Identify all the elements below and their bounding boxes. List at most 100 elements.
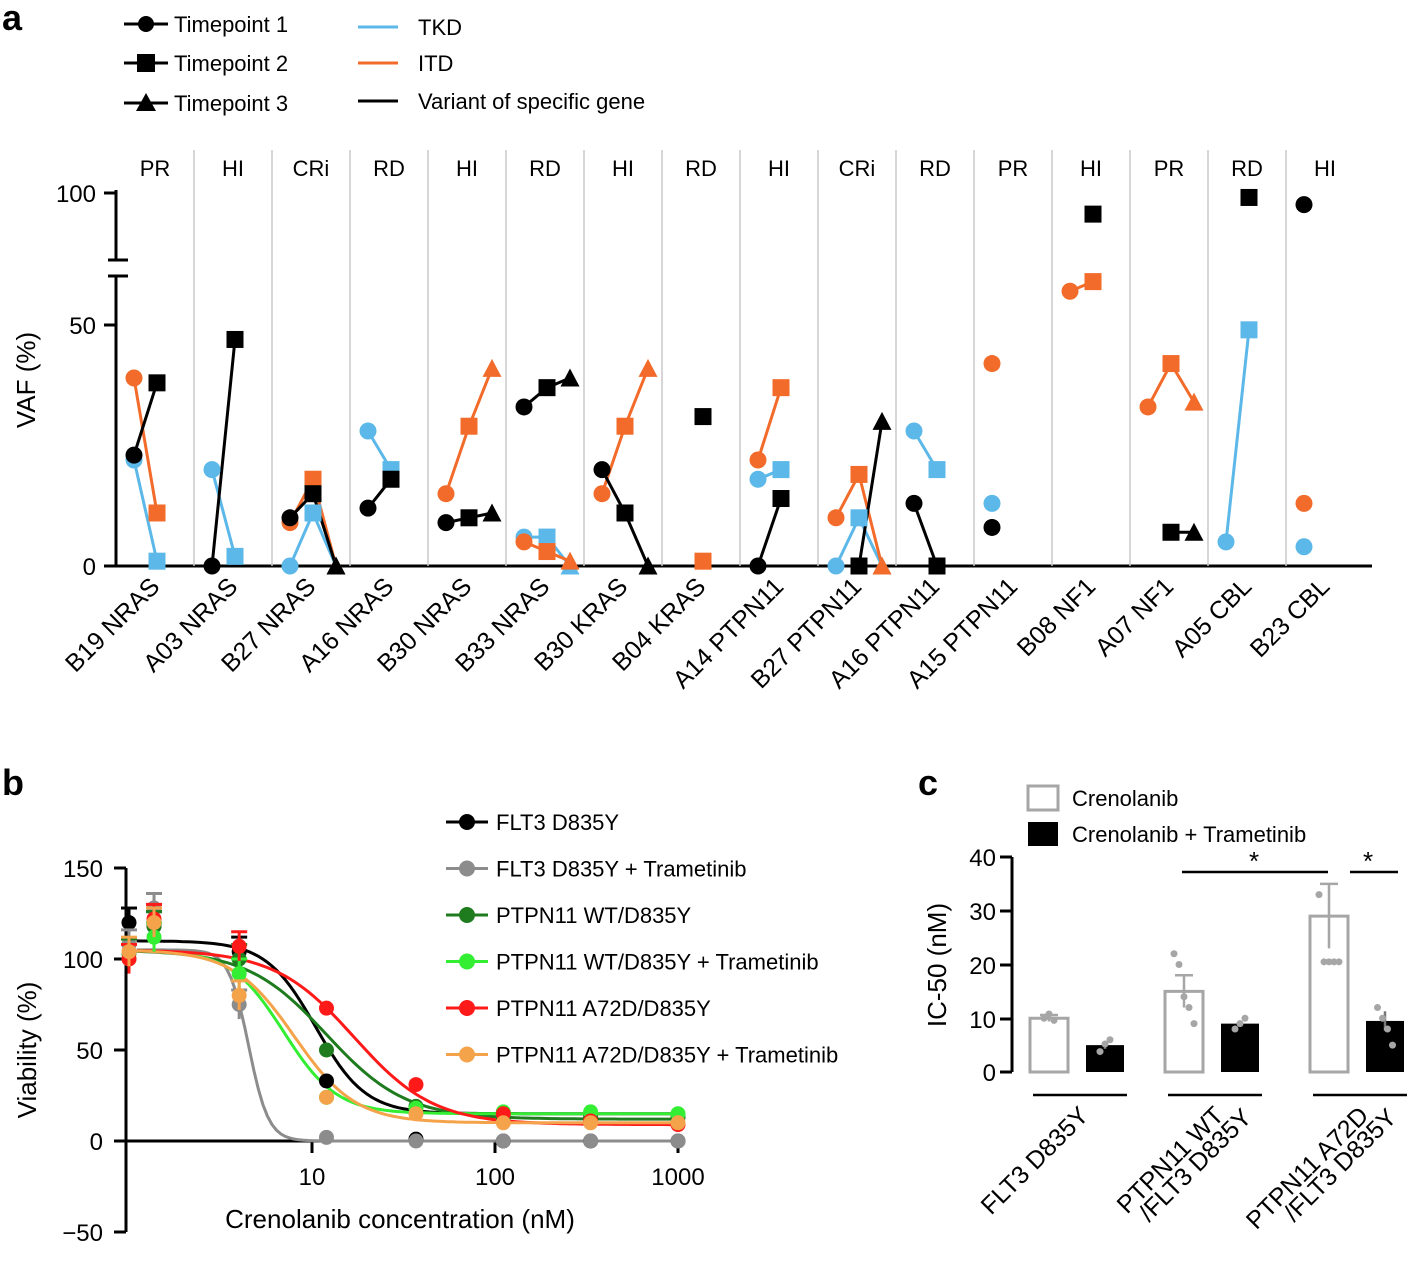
a-data-point	[749, 451, 767, 469]
a-data-point	[1240, 321, 1258, 339]
c-ytick-label-30: 30	[969, 899, 996, 926]
a-data-point	[772, 379, 790, 397]
legend-gene-label: Variant of specific gene	[418, 89, 645, 114]
c-data-point	[1335, 958, 1343, 966]
c-data-point	[1190, 1020, 1198, 1028]
c-data-point	[1045, 1010, 1053, 1018]
c-data-point	[1320, 958, 1328, 966]
a-data-point	[515, 398, 533, 416]
b-data-point	[318, 1089, 334, 1105]
c-data-point	[1231, 1025, 1239, 1033]
a-data-point	[304, 485, 322, 503]
a-data-point	[638, 556, 658, 575]
b-ytick-label-150: 150	[63, 856, 103, 883]
a-data-point	[928, 461, 946, 479]
a-data-point	[928, 557, 946, 575]
a-series-markers	[125, 188, 1313, 575]
c-ytick-label-0: 0	[983, 1060, 996, 1087]
a-series-line	[132, 459, 159, 562]
b-data-point	[318, 1129, 334, 1145]
a-data-point	[872, 411, 892, 430]
a-data-point	[482, 358, 502, 377]
b-data-point	[318, 1042, 334, 1058]
b-data-points	[121, 891, 686, 1149]
b-legend-marker	[459, 814, 475, 830]
a-data-point	[1061, 282, 1079, 300]
a-data-point	[638, 358, 658, 377]
c-group-label: FLT3 D835Y	[976, 1101, 1095, 1220]
b-data-point	[121, 944, 137, 960]
a-data-point	[326, 556, 346, 575]
b-legend-marker	[459, 907, 475, 923]
c-data-point	[1374, 1004, 1381, 1011]
a-data-point	[437, 514, 455, 532]
a-data-point	[148, 552, 166, 570]
a-data-point	[460, 509, 478, 527]
a-data-point	[1084, 273, 1102, 291]
b-legend-label: PTPN11 WT/D835Y	[496, 903, 692, 928]
b-data-point	[318, 1073, 334, 1089]
b-legend-marker	[459, 953, 475, 970]
b-fit-curve	[136, 949, 678, 1121]
a-response-label: RD	[685, 156, 717, 181]
c-legend-combo-label: Crenolanib + Trametinib	[1072, 822, 1306, 847]
a-series-line	[132, 377, 159, 514]
a-response-label: RD	[919, 156, 951, 181]
a-data-point	[850, 557, 868, 575]
a-data-point	[749, 557, 767, 575]
a-data-point	[694, 408, 712, 426]
a-data-point	[203, 461, 221, 479]
a-data-point	[125, 446, 143, 464]
b-data-point	[670, 1133, 686, 1149]
b-data-point	[231, 987, 247, 1003]
a-data-point	[560, 551, 580, 570]
b-xtick-label-10: 10	[299, 1164, 326, 1191]
b-ytick-label-minus50: −50	[62, 1220, 103, 1247]
c-y-axis-title: IC-50 (nM)	[922, 903, 952, 1027]
b-data-point	[408, 1106, 424, 1122]
a-response-label: HI	[456, 156, 478, 181]
legend-timepoint-1-marker	[138, 16, 154, 32]
a-data-point	[694, 552, 712, 570]
a-data-point	[593, 461, 611, 479]
a-response-labels: PR HI CRi RD HI RD HI RD HI CRi RD PR HI PR RD HI	[140, 156, 1336, 181]
c-bars	[1028, 882, 1404, 1074]
c-bar-combo	[1221, 1023, 1259, 1072]
b-legend-marker	[459, 1046, 475, 1063]
b-xtick-label-100: 100	[475, 1164, 515, 1191]
a-response-label: HI	[1314, 156, 1336, 181]
b-data-point	[670, 1115, 686, 1131]
a-data-point	[281, 509, 299, 527]
a-ytick-label-50: 50	[69, 313, 96, 340]
a-data-point	[1295, 196, 1313, 214]
b-legend-label: FLT3 D835Y + Trametinib	[496, 857, 746, 882]
a-data-point	[905, 494, 923, 512]
legend-tkd-label: TKD	[418, 15, 462, 40]
a-grid	[193, 150, 1287, 566]
c-data-point	[1185, 1004, 1193, 1011]
panel-b-label: b	[2, 762, 24, 803]
panel-c-axes: 0 10 20 30 40 IC-50 (nM) * *	[922, 845, 1398, 1087]
b-x-axis-title: Crenolanib concentration (nM)	[225, 1204, 575, 1234]
a-sample-label: B08 NF1	[1012, 572, 1102, 662]
b-legend-label: PTPN11 A72D/D835Y + Trametinib	[496, 1043, 838, 1068]
b-ytick-label-50: 50	[76, 1038, 103, 1065]
c-data-point	[1175, 961, 1183, 968]
legend-timepoint-2-marker	[137, 54, 155, 72]
b-xtick-label-1000: 1000	[651, 1164, 704, 1191]
panel-a-axes: 0 50 100 VAF (%)	[11, 181, 1372, 581]
a-data-point	[872, 556, 892, 575]
legend-timepoint-1-label: Timepoint 1	[174, 12, 288, 37]
a-data-point	[538, 543, 556, 561]
b-legend-label: PTPN11 WT/D835Y + Trametinib	[496, 950, 819, 975]
a-data-point	[482, 503, 502, 522]
a-data-point	[1295, 494, 1313, 512]
a-data-point	[304, 470, 322, 488]
c-data-point	[1101, 1040, 1109, 1048]
a-data-point	[850, 465, 868, 483]
b-data-point	[495, 1115, 511, 1131]
a-data-point	[983, 355, 1001, 373]
a-data-point	[226, 330, 244, 348]
